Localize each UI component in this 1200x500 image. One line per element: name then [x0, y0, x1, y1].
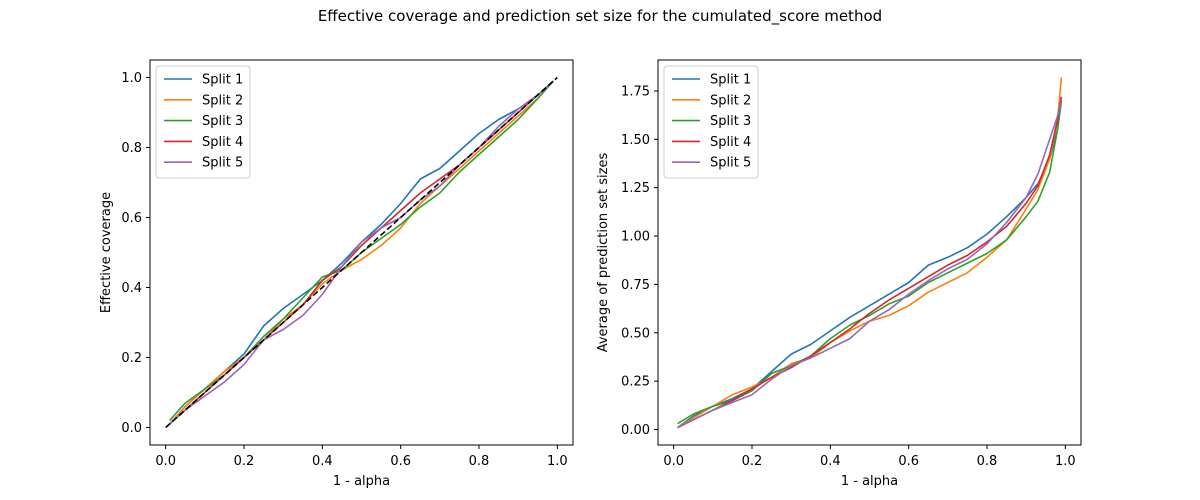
- x-tick-label: 0.6: [390, 454, 411, 469]
- legend-label: Split 2: [202, 93, 243, 108]
- series-line-split-5: [677, 100, 1063, 429]
- legend-label: Split 3: [202, 114, 243, 129]
- series-line-split-3: [677, 100, 1063, 425]
- legend-label: Split 4: [710, 135, 751, 150]
- x-tick-label: 1.0: [1055, 454, 1076, 469]
- coverage-panel: 0.0 0.2 0.4 0.6 0.8 1.0 0.0 0.2 0.4 0.6 0.8 1.0 1 - …: [99, 59, 574, 489]
- x-tick-label: 0.4: [312, 454, 333, 469]
- y-tick-label: 0.2: [121, 351, 142, 366]
- y-tick-label: 0.4: [121, 281, 142, 296]
- legend: Split 1 Split 2 Split 3 Split 4 Split 5: [663, 65, 759, 179]
- x-tick-label: 0.2: [742, 454, 763, 469]
- x-tick-label: 0.2: [234, 454, 255, 469]
- y-axis-label: Average of prediction set sizes: [596, 153, 611, 353]
- y-tick-label: 1.50: [621, 133, 650, 148]
- series-line-split-5: [169, 80, 554, 425]
- y-tick-label: 1.00: [621, 230, 650, 245]
- y-tick-label: 1.0: [121, 71, 142, 86]
- y-tick-label: 0.8: [121, 141, 142, 156]
- y-tick-label: 0.25: [621, 375, 650, 390]
- series-line-split-2: [677, 77, 1063, 429]
- x-axis-label: 1 - alpha: [333, 474, 390, 489]
- reference-diagonal-line: [165, 76, 558, 429]
- x-tick-label: 0.4: [820, 454, 841, 469]
- legend-box: [155, 65, 251, 179]
- legend-label: Split 2: [710, 93, 751, 108]
- y-tick-label: 0.0: [121, 421, 142, 436]
- y-tick-label: 0.00: [621, 423, 650, 438]
- y-axis-label: Effective coverage: [99, 192, 114, 313]
- series-lines: [165, 76, 558, 429]
- y-tick-label: 1.25: [621, 181, 650, 196]
- series-line-split-2: [169, 80, 554, 425]
- legend-label: Split 5: [202, 156, 243, 171]
- chart-suptitle: Effective coverage and prediction set si…: [318, 7, 882, 26]
- y-tick-label: 0.6: [121, 211, 142, 226]
- x-axis-label: 1 - alpha: [841, 474, 898, 489]
- series-lines: [677, 77, 1063, 429]
- series-line-split-4: [677, 96, 1063, 429]
- x-tick-label: 0.8: [469, 454, 490, 469]
- x-tick-label: 0.0: [663, 454, 684, 469]
- legend-label: Split 3: [710, 114, 751, 129]
- x-tick-label: 0.0: [155, 454, 176, 469]
- x-tick-label: 0.6: [898, 454, 919, 469]
- legend-label: Split 4: [202, 135, 243, 150]
- x-tick-label: 0.8: [977, 454, 998, 469]
- y-tick-label: 0.75: [621, 278, 650, 293]
- legend-label: Split 1: [710, 73, 751, 88]
- legend-label: Split 1: [202, 73, 243, 88]
- legend-box: [663, 65, 759, 179]
- y-tick-label: 1.75: [621, 84, 650, 99]
- x-tick-label: 1.0: [547, 454, 568, 469]
- legend: Split 1 Split 2 Split 3 Split 4 Split 5: [155, 65, 251, 179]
- set-size-panel: 0.0 0.2 0.4 0.6 0.8 1.0 0.00 0.25 0.50 0.75 1.00 1.…: [596, 59, 1082, 489]
- y-tick-label: 0.50: [621, 326, 650, 341]
- legend-label: Split 5: [710, 156, 751, 171]
